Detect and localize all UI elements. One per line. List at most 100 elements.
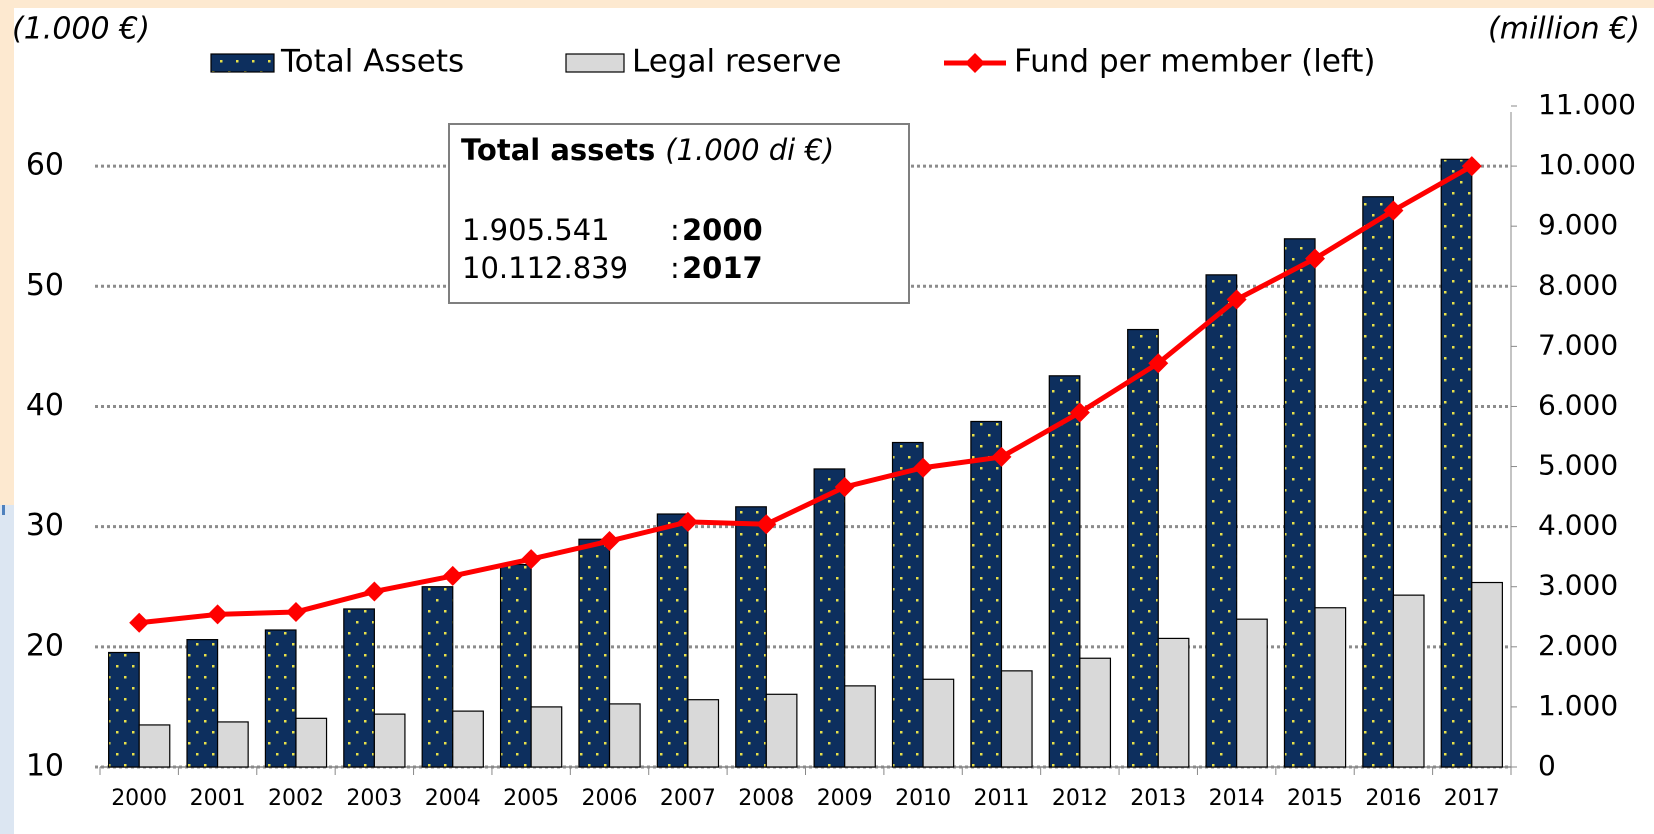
legend-swatch — [565, 53, 625, 73]
annotation-amount: 10.112.839 — [462, 251, 628, 285]
bar — [1205, 274, 1238, 768]
bar — [608, 703, 641, 768]
bar — [844, 685, 876, 768]
line-marker — [1148, 353, 1169, 374]
x-tick-label: 2010 — [895, 786, 951, 811]
bar — [1127, 328, 1159, 768]
y2-axis-label: (million €) — [1488, 12, 1640, 47]
bar — [656, 513, 689, 768]
bar — [578, 538, 611, 768]
bar — [687, 699, 720, 768]
bar — [765, 693, 798, 768]
line-marker — [599, 531, 620, 552]
legend-label: Fund per member (left) — [1014, 44, 1376, 80]
y2-tick-label: 8.000 — [1538, 268, 1618, 301]
bar — [138, 724, 171, 768]
annotation-box — [448, 123, 910, 304]
x-tick-label: 2005 — [503, 786, 559, 811]
y-axis-label: (1.000 €) — [12, 12, 150, 47]
legend-swatch — [210, 53, 275, 73]
legend-marker — [965, 53, 985, 73]
y-tick-label: 60 — [26, 148, 64, 183]
x-tick-label: 2011 — [973, 786, 1029, 811]
x-tick-label: 2007 — [660, 786, 716, 811]
line-marker — [677, 511, 698, 532]
bar — [343, 608, 375, 768]
bar — [1048, 375, 1081, 768]
line-marker — [364, 581, 385, 602]
y-tick-label: 30 — [26, 508, 64, 543]
bar — [891, 441, 924, 768]
bar — [1079, 657, 1112, 768]
x-tick-label: 2013 — [1130, 786, 1186, 811]
bar — [530, 706, 563, 768]
y2-tick-label: 0 — [1538, 749, 1556, 782]
left-strip — [0, 0, 14, 505]
annotation-amount: 1.905.541 — [462, 213, 610, 247]
line-marker — [991, 446, 1012, 467]
line-marker — [1305, 248, 1326, 269]
left-strip-blue — [0, 505, 14, 834]
line-marker — [207, 604, 228, 625]
y2-tick-label: 9.000 — [1538, 208, 1618, 241]
x-tick-label: 2009 — [817, 786, 873, 811]
line-marker — [521, 549, 542, 570]
x-tick-label: 2008 — [738, 786, 794, 811]
bar — [1314, 607, 1347, 768]
line-marker — [1226, 289, 1247, 310]
x-tick-label: 2012 — [1052, 786, 1108, 811]
bar — [735, 506, 767, 768]
annotation-year: 2000 — [682, 213, 763, 247]
y2-tick-label: 3.000 — [1538, 569, 1618, 602]
bar — [813, 468, 846, 768]
line-marker — [913, 457, 934, 478]
bar — [970, 420, 1003, 768]
bar — [216, 721, 249, 768]
line-marker — [129, 612, 150, 633]
y-tick-label: 40 — [26, 388, 64, 423]
x-tick-label: 2004 — [425, 786, 481, 811]
bar — [1471, 581, 1503, 768]
annotation-unit: (1.000 di €) — [665, 133, 834, 167]
bar — [1157, 637, 1190, 768]
y2-tick-label: 2.000 — [1538, 629, 1618, 662]
line — [138, 163, 1474, 626]
bar — [452, 710, 484, 768]
y2-tick-label: 1.000 — [1538, 689, 1618, 722]
x-tick-label: 2017 — [1444, 786, 1500, 811]
line-marker — [442, 565, 463, 586]
x-tick-label: 2000 — [111, 786, 167, 811]
bar — [1362, 196, 1395, 768]
bar — [499, 563, 532, 768]
line-marker — [834, 476, 855, 497]
x-tick-label: 2014 — [1209, 786, 1265, 811]
line-marker — [285, 601, 306, 622]
bar — [295, 717, 328, 768]
y2-tick-label: 10.000 — [1538, 148, 1636, 181]
y-tick-label: 20 — [26, 628, 64, 663]
bar — [1000, 670, 1033, 768]
bar — [108, 651, 140, 768]
annotation-separator: : — [670, 251, 680, 285]
y2-tick-label: 6.000 — [1538, 388, 1618, 421]
y2-tick-label: 5.000 — [1538, 449, 1618, 482]
bar — [186, 639, 219, 768]
bar — [922, 678, 955, 768]
annotation-separator: : — [670, 213, 680, 247]
y2-tick-label: 7.000 — [1538, 328, 1618, 361]
bar — [1283, 238, 1316, 768]
y2-tick-label: 11.000 — [1538, 88, 1636, 121]
line-marker — [1383, 200, 1404, 221]
bar — [373, 713, 406, 768]
legend-label: Legal reserve — [632, 44, 841, 80]
x-tick-label: 2015 — [1287, 786, 1343, 811]
y-tick-label: 10 — [26, 749, 64, 784]
bar — [1236, 618, 1268, 768]
x-tick-label: 2006 — [582, 786, 638, 811]
annotation-year: 2017 — [682, 251, 763, 285]
left-accent — [2, 505, 5, 515]
bar — [1392, 594, 1425, 768]
legend-label: Total Assets — [280, 44, 464, 80]
y2-tick-label: 4.000 — [1538, 509, 1618, 542]
